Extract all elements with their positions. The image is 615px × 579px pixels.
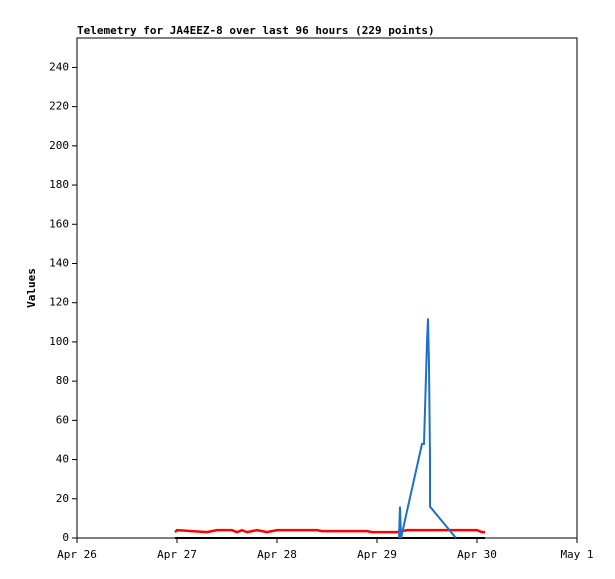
y-tick-label: 20: [56, 492, 69, 505]
y-tick-label: 100: [49, 335, 69, 348]
y-tick-label: 80: [56, 374, 69, 387]
chart-title: Telemetry for JA4EEZ-8 over last 96 hour…: [77, 24, 435, 37]
y-tick-label: 200: [49, 139, 69, 152]
y-tick-label: 140: [49, 256, 69, 269]
series-line: [174, 528, 485, 534]
y-tick-label: 120: [49, 296, 69, 309]
plot-frame: [76, 37, 578, 539]
x-tick-label: Apr 28: [257, 548, 297, 561]
y-tick-label: 40: [56, 453, 69, 466]
x-tick-label: Apr 30: [457, 548, 497, 561]
y-axis-label: Values: [25, 268, 38, 308]
y-tick-label: 60: [56, 413, 69, 426]
x-tick-label: Apr 27: [157, 548, 197, 561]
series-line: [398, 318, 457, 539]
y-tick-label: 220: [49, 100, 69, 113]
x-tick-label: May 1: [560, 548, 593, 561]
x-tick-label: Apr 29: [357, 548, 397, 561]
x-tick-label: Apr 26: [57, 548, 97, 561]
y-tick-label: 240: [49, 60, 69, 73]
y-tick-label: 180: [49, 178, 69, 191]
y-tick-label: 160: [49, 217, 69, 230]
y-tick-label: 0: [62, 531, 69, 544]
